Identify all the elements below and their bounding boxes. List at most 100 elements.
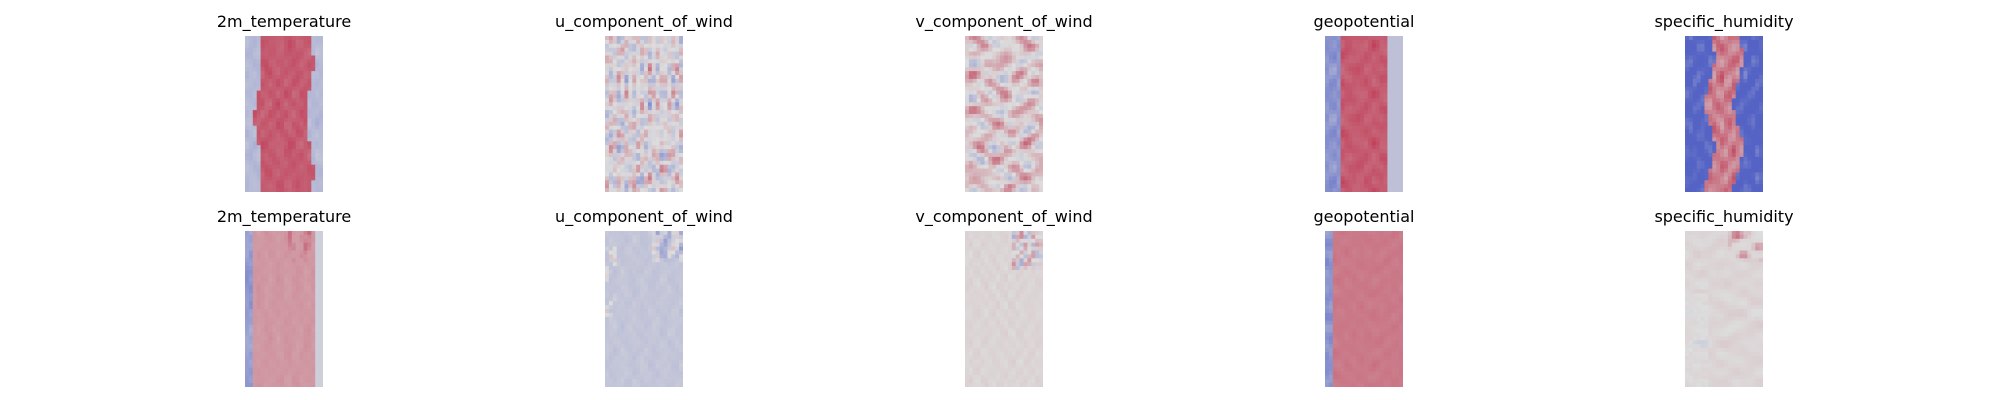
- heatmap-cell: [608, 98, 614, 103]
- heatmap-cell: [276, 363, 281, 368]
- heatmap-cell: [616, 63, 621, 68]
- heatmap-cell: [1004, 172, 1009, 177]
- heatmap-cell: [620, 67, 625, 72]
- heatmap-cell: [1023, 55, 1028, 60]
- heatmap-cell: [1739, 43, 1744, 49]
- heatmap-cell: [1387, 51, 1392, 56]
- heatmap-cell: [1743, 55, 1748, 60]
- heatmap-cell: [628, 254, 633, 259]
- heatmap-cell: [284, 355, 289, 361]
- heatmap-cell: [972, 94, 978, 99]
- heatmap-cell: [1379, 51, 1384, 56]
- heatmap-cell: [1328, 129, 1334, 134]
- heatmap-cell: [1011, 176, 1017, 181]
- heatmap-cell: [1023, 153, 1028, 158]
- heatmap-cell: [264, 301, 269, 306]
- heatmap-cell: [1755, 102, 1760, 107]
- heatmap-cell: [299, 238, 304, 244]
- heatmap-cell: [280, 312, 285, 318]
- heatmap-cell: [675, 59, 680, 64]
- heatmap-cell: [1720, 121, 1725, 127]
- heatmap-cell: [248, 106, 254, 111]
- heatmap-cell: [284, 359, 289, 364]
- heatmap-cell: [299, 36, 304, 41]
- heatmap-cell: [612, 176, 618, 181]
- heatmap-cell: [1332, 86, 1338, 91]
- heatmap-cell: [620, 137, 625, 142]
- heatmap-cell: [1325, 133, 1330, 138]
- heatmap-cell: [980, 156, 985, 162]
- heatmap-cell: [1360, 176, 1365, 181]
- heatmap-cell: [295, 316, 300, 322]
- heatmap-cell: [1716, 90, 1721, 95]
- heatmap-cell: [1755, 36, 1760, 41]
- heatmap-cell: [315, 371, 320, 376]
- heatmap-cell: [245, 39, 250, 45]
- heatmap-cell: [1395, 176, 1400, 181]
- heatmap-cell: [287, 320, 293, 325]
- heatmap-cell: [1023, 160, 1028, 166]
- heatmap-cell: [1019, 133, 1024, 138]
- heatmap-cell: [976, 137, 981, 142]
- heatmap-cell: [245, 238, 250, 244]
- heatmap-cell: [276, 289, 281, 294]
- heatmap-cell: [245, 273, 250, 279]
- heatmap-cell: [992, 176, 997, 181]
- heatmap-cell: [612, 164, 618, 169]
- heatmap-cell: [1692, 110, 1698, 115]
- heatmap-cell: [1011, 59, 1017, 64]
- heatmap-cell: [1328, 71, 1334, 76]
- heatmap-cell: [1360, 133, 1365, 138]
- heatmap-cell: [644, 55, 649, 60]
- heatmap-cell: [624, 39, 629, 45]
- heatmap-cell: [299, 184, 304, 189]
- heatmap-cell: [315, 78, 320, 84]
- heatmap-cell: [291, 250, 297, 255]
- heatmap-cell: [1708, 160, 1713, 166]
- heatmap-cell: [1700, 98, 1705, 103]
- heatmap-cell: [1685, 188, 1690, 192]
- heatmap-cell: [1727, 94, 1733, 99]
- heatmap-cell: [245, 172, 250, 177]
- heatmap-cell: [1696, 36, 1701, 41]
- heatmap-cell: [620, 164, 625, 169]
- heatmap-cell: [655, 82, 660, 88]
- heatmap-cell: [307, 285, 312, 290]
- heatmap-cell: [1755, 75, 1760, 80]
- heatmap-cell: [1708, 86, 1713, 91]
- heatmap-cell: [303, 172, 308, 177]
- heatmap-cell: [256, 270, 261, 275]
- heatmap-cell: [605, 141, 610, 146]
- heatmap-cell: [1747, 168, 1752, 173]
- heatmap-cell: [1019, 121, 1024, 127]
- heatmap-cell: [295, 301, 300, 306]
- heatmap-cell: [1344, 145, 1349, 150]
- heatmap-cell: [252, 336, 258, 341]
- heatmap-cell: [295, 102, 300, 107]
- heatmap-cell: [1759, 98, 1763, 103]
- heatmap-cell: [620, 55, 625, 60]
- heatmap-cell: [965, 90, 970, 95]
- heatmap-cell: [260, 164, 265, 169]
- heatmap-cell: [303, 82, 308, 88]
- heatmap-cell: [644, 102, 649, 107]
- heatmap-cell: [245, 320, 250, 325]
- heatmap-cell: [1759, 110, 1763, 115]
- heatmap-cell: [272, 289, 277, 294]
- heatmap-cell: [1356, 133, 1361, 138]
- heatmap-cell: [1379, 71, 1384, 76]
- heatmap-cell: [264, 348, 269, 353]
- heatmap-cell: [988, 90, 993, 95]
- heatmap-cell: [280, 285, 285, 290]
- heatmap-cell: [972, 180, 978, 185]
- heatmap-cell: [299, 86, 304, 91]
- heatmap-cell: [1751, 160, 1756, 166]
- heatmap-cell: [1360, 184, 1365, 189]
- heatmap-cell: [256, 156, 261, 162]
- heatmap-cell: [303, 55, 308, 60]
- heatmap-cell: [280, 246, 285, 251]
- heatmap-cell: [1360, 75, 1365, 80]
- heatmap-cell: [628, 67, 633, 72]
- heatmap-cell: [1019, 129, 1024, 134]
- heatmap-cell: [1004, 71, 1009, 76]
